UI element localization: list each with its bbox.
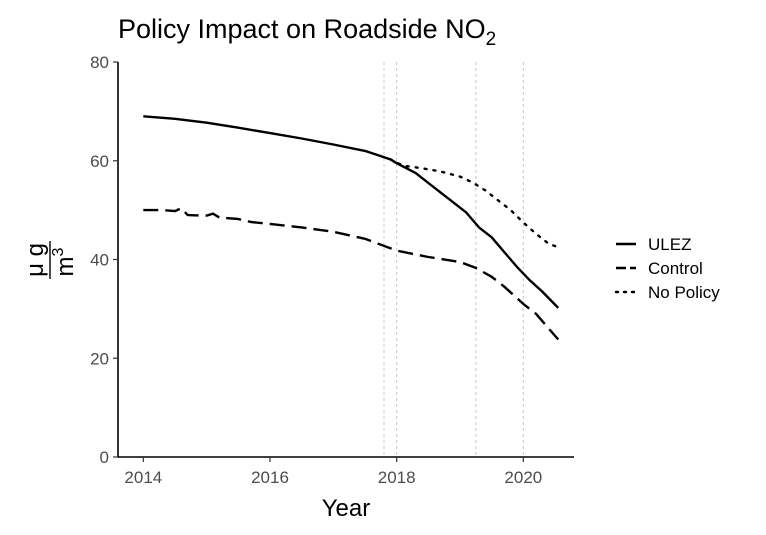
- y-ticks: 0 20 40 60 80: [90, 53, 118, 467]
- x-tick-label: 2014: [124, 468, 162, 487]
- chart-title-main: Policy Impact on Roadside NO: [118, 14, 486, 44]
- series-line-control: [143, 206, 560, 341]
- x-axis-label: Year: [322, 495, 371, 522]
- series-line-ulez: [143, 115, 560, 309]
- x-tick-label: 2016: [251, 468, 289, 487]
- y-tick-label: 20: [90, 349, 109, 368]
- legend-label: ULEZ: [648, 235, 691, 254]
- y-axis-label-exponent: 3: [50, 247, 67, 256]
- chart-title: Policy Impact on Roadside NO2: [118, 14, 496, 50]
- y-tick-label: 0: [100, 448, 109, 467]
- legend: ULEZ Control No Policy: [614, 235, 720, 302]
- y-tick-label: 80: [90, 53, 109, 72]
- x-ticks: 2014 2016 2018 2020: [124, 457, 542, 487]
- series-line-no-policy: [389, 158, 560, 249]
- y-tick-label: 60: [90, 152, 109, 171]
- x-tick-label: 2018: [378, 468, 416, 487]
- legend-label: Control: [648, 259, 703, 278]
- y-axis-label-denominator: m3: [50, 247, 79, 276]
- y-tick-label: 40: [90, 251, 109, 270]
- legend-label: No Policy: [648, 283, 720, 302]
- y-axis-label-numerator: μ g: [22, 243, 49, 277]
- y-axis-label-unit: m: [52, 256, 79, 276]
- chart-title-subscript: 2: [486, 29, 497, 50]
- y-axis-label: μ g m3: [22, 241, 79, 279]
- series-group: [143, 115, 560, 341]
- x-tick-label: 2020: [504, 468, 542, 487]
- reference-lines: [383, 62, 524, 457]
